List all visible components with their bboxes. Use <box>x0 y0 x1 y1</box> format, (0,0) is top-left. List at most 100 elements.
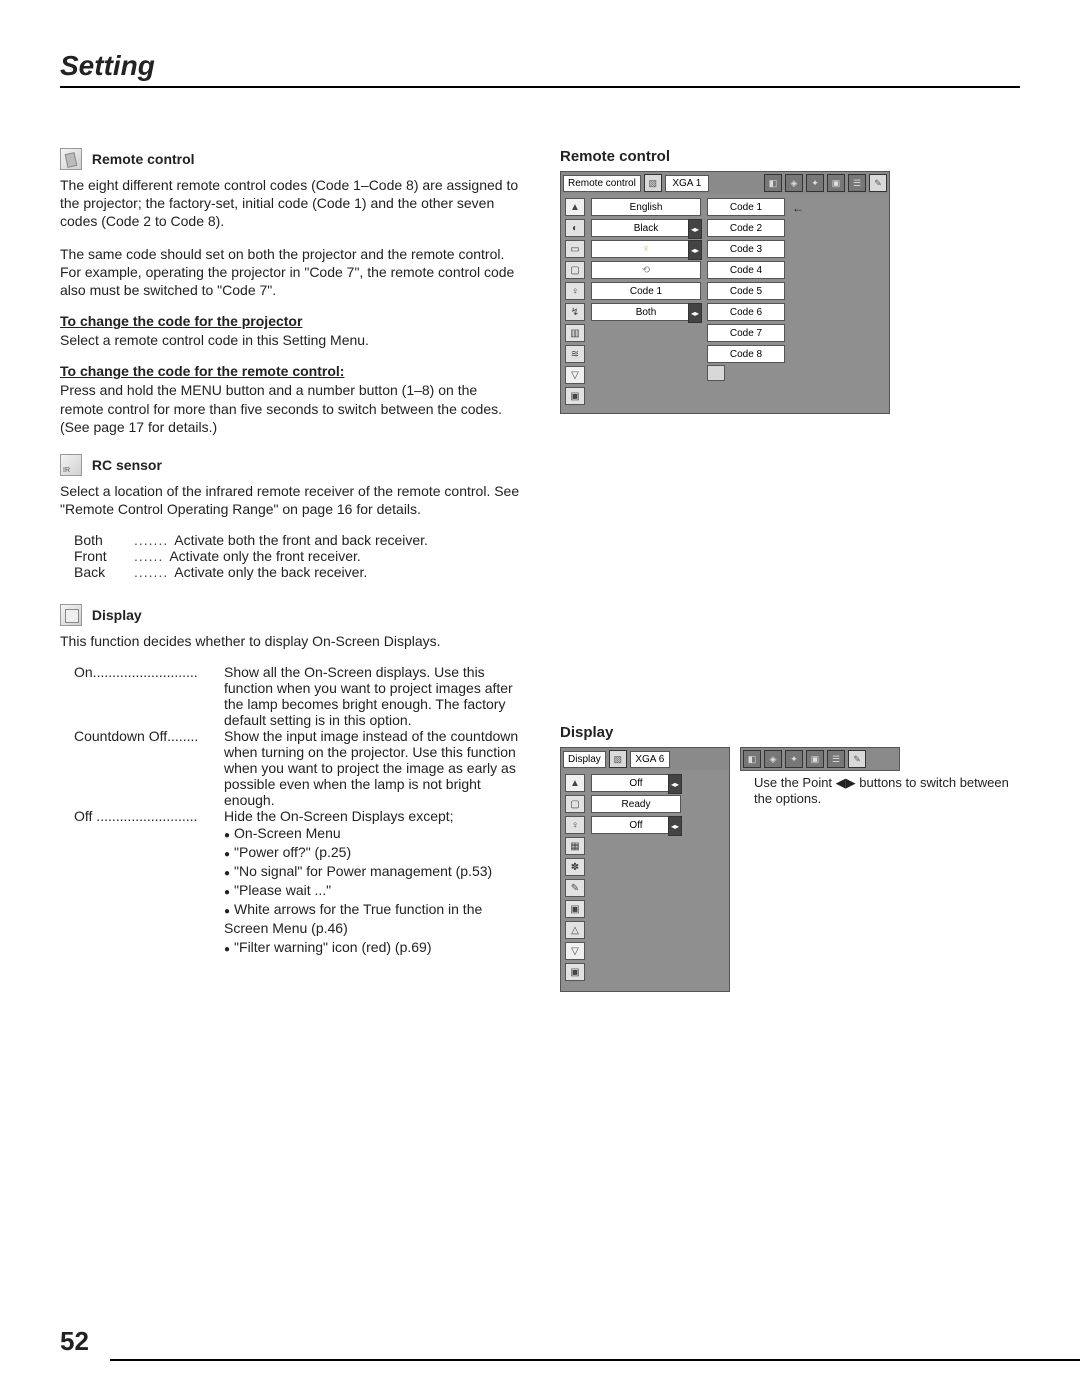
side-icon[interactable]: ✎ <box>565 879 585 897</box>
disp-desc: Hide the On-Screen Displays except; <box>224 808 520 824</box>
xga-label: XGA 6 <box>630 751 670 768</box>
def-term: Front <box>74 548 134 564</box>
change-rc-heading: To change the code for the remote contro… <box>60 363 520 379</box>
footer-rule <box>110 1359 1080 1361</box>
header-tool-icon[interactable]: ▣ <box>806 750 824 768</box>
remote-menu-side: ▲ ◐ ▭ ▢ ♀ ↯ ▥ ≋ ▽ ▣ <box>565 198 585 405</box>
def-desc: Activate only the back receiver. <box>174 564 520 580</box>
code-item[interactable]: Code 8 <box>707 345 785 363</box>
side-icon[interactable]: ▢ <box>565 261 585 279</box>
left-right-icon[interactable]: ◂▸ <box>688 240 702 260</box>
menu-item-label: Both <box>594 307 698 318</box>
remote-control-section: Remote control The eight different remot… <box>60 148 520 436</box>
display-note: Use the Point ◀▶ buttons to switch betwe… <box>754 775 1020 806</box>
scroll-up-button[interactable]: ▲ <box>565 774 585 792</box>
left-right-icon[interactable]: ◂▸ <box>688 303 702 323</box>
bullet-item: "Please wait ..." <box>224 881 520 900</box>
side-icon[interactable]: ▥ <box>565 324 585 342</box>
header-tool-icon[interactable]: ✎ <box>848 750 866 768</box>
side-icon[interactable]: ↯ <box>565 303 585 321</box>
xga-label: XGA 1 <box>665 175 709 192</box>
menu-item[interactable]: Off◂▸ <box>591 774 681 792</box>
side-icon[interactable]: ▭ <box>565 240 585 258</box>
side-icon[interactable]: ▢ <box>565 795 585 813</box>
rc-sensor-list: Both.......Activate both the front and b… <box>74 532 520 580</box>
menu-item-label: Ready <box>594 799 678 810</box>
def-desc: Activate both the front and back receive… <box>174 532 520 548</box>
page-number: 52 <box>60 1326 89 1357</box>
menu-item[interactable]: Off◂▸ <box>591 816 681 834</box>
menu-item[interactable] <box>591 261 701 279</box>
side-icon[interactable]: ▦ <box>565 837 585 855</box>
side-icon[interactable]: ▣ <box>565 900 585 918</box>
code-item[interactable]: Code 3 <box>707 240 785 258</box>
lamp-icon <box>594 243 698 255</box>
header-tool-icon[interactable]: ▣ <box>827 174 845 192</box>
header-icon[interactable]: ▧ <box>644 174 662 192</box>
header-tool-icon[interactable]: ◧ <box>764 174 782 192</box>
side-close-icon[interactable]: ▣ <box>565 963 585 981</box>
display-intro: This function decides whether to display… <box>60 632 520 650</box>
remote-menu-body: ▲ ◐ ▭ ▢ ♀ ↯ ▥ ≋ ▽ ▣ EnglishBlack◂▸◂▸Code… <box>561 194 889 413</box>
bullet-item: White arrows for the True function in th… <box>224 900 520 938</box>
left-right-icon[interactable]: ◂▸ <box>668 774 682 794</box>
scroll-down-button[interactable]: ▽ <box>565 942 585 960</box>
header-tool-icon[interactable]: ✎ <box>869 174 887 192</box>
display-menu-side: ▲ ▢ ♀ ▦ ✽ ✎ ▣ △ ▽ ▣ <box>565 774 585 981</box>
code-item[interactable]: Code 4 <box>707 261 785 279</box>
header-tool-icon[interactable]: ◧ <box>743 750 761 768</box>
scroll-up-button[interactable]: ▲ <box>565 198 585 216</box>
def-term: Both <box>74 532 134 548</box>
scroll-down-button[interactable]: ▽ <box>565 366 585 384</box>
code-item[interactable]: Code 6 <box>707 303 785 321</box>
header-tool-icon[interactable]: ◈ <box>785 174 803 192</box>
code-list: Code 1 Code 2 Code 3 Code 4 Code 5 Code 6 Code… <box>707 198 785 363</box>
side-icon[interactable]: ♀ <box>565 282 585 300</box>
menu-item[interactable]: Black◂▸ <box>591 219 701 237</box>
menu-item[interactable]: English <box>591 198 701 216</box>
header-tool-icon[interactable]: ☰ <box>848 174 866 192</box>
header-tool-icon[interactable]: ☰ <box>827 750 845 768</box>
page-title: Setting <box>60 50 1020 88</box>
header-tool-icon[interactable]: ✦ <box>785 750 803 768</box>
menu-item[interactable]: Both◂▸ <box>591 303 701 321</box>
menu-item[interactable]: Ready <box>591 795 681 813</box>
side-icon[interactable]: ≋ <box>565 345 585 363</box>
display-icon <box>60 604 82 626</box>
menu-item[interactable]: ◂▸ <box>591 240 701 258</box>
side-close-icon[interactable]: ▣ <box>565 387 585 405</box>
header-tool-icon[interactable]: ◈ <box>764 750 782 768</box>
left-right-icon[interactable]: ◂▸ <box>668 816 682 836</box>
display-menu-body: ▲ ▢ ♀ ▦ ✽ ✎ ▣ △ ▽ ▣ Off◂▸ReadyOff◂▸ <box>561 770 729 991</box>
bullet-item: On-Screen Menu <box>224 824 520 843</box>
code-item[interactable]: Code 2 <box>707 219 785 237</box>
left-column: Remote control The eight different remot… <box>60 148 520 992</box>
menu-item[interactable]: Code 1 <box>591 282 701 300</box>
header-icon[interactable]: ▧ <box>609 750 627 768</box>
side-icon[interactable]: ♀ <box>565 816 585 834</box>
display-heading: Display <box>92 607 142 623</box>
bullet-item: "Power off?" (p.25) <box>224 843 520 862</box>
side-icon[interactable]: △ <box>565 921 585 939</box>
header-tool-icon[interactable]: ✦ <box>806 174 824 192</box>
code-item[interactable]: Code 5 <box>707 282 785 300</box>
code-list-close-icon[interactable] <box>707 365 725 381</box>
code-item[interactable]: Code 7 <box>707 324 785 342</box>
chain-icon <box>594 265 698 276</box>
change-proj-heading: To change the code for the projector <box>60 313 520 329</box>
menu-item-label: English <box>594 202 698 213</box>
disp-desc: Show all the On-Screen displays. Use thi… <box>224 664 520 728</box>
rc-sensor-heading: RC sensor <box>92 457 162 473</box>
display-menu-header: Display ▧ XGA 6 <box>561 748 729 770</box>
menu-item-label: Off <box>594 820 678 831</box>
display-list: On...........................Show all th… <box>74 664 520 824</box>
disp-term: Off .......................... <box>74 808 224 824</box>
bullet-item: "Filter warning" icon (red) (p.69) <box>224 938 520 957</box>
side-icon[interactable]: ✽ <box>565 858 585 876</box>
left-right-icon[interactable]: ◂▸ <box>688 219 702 239</box>
menu-item-label: Black <box>594 223 698 234</box>
side-icon[interactable]: ◐ <box>565 219 585 237</box>
def-desc: Activate only the front receiver. <box>169 548 520 564</box>
code-item[interactable]: Code 1 <box>707 198 785 216</box>
def-row: Front......Activate only the front recei… <box>74 548 520 564</box>
